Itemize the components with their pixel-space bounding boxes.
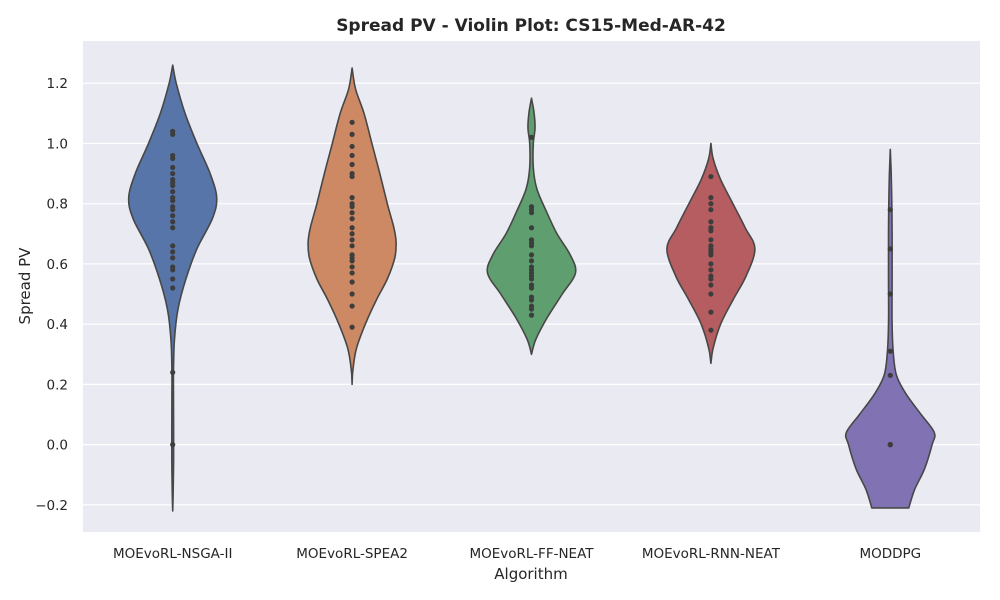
data-point — [170, 219, 176, 225]
data-point — [349, 264, 355, 270]
violin-3 — [486, 97, 577, 356]
data-point — [349, 279, 355, 285]
data-point — [528, 285, 535, 291]
data-point — [708, 207, 714, 213]
data-point — [170, 249, 176, 255]
data-point — [349, 291, 355, 297]
data-point — [170, 285, 176, 291]
data-point — [887, 246, 893, 252]
data-point — [349, 152, 355, 159]
data-point — [349, 303, 355, 309]
data-point — [170, 243, 176, 249]
y-axis-label: Spread PV — [16, 247, 34, 325]
y-tick-label: 0.6 — [47, 257, 68, 273]
violin-2 — [307, 67, 397, 386]
y-tick-label: −0.2 — [35, 498, 68, 514]
data-point — [170, 213, 176, 219]
y-tick-label: 1.0 — [47, 136, 68, 152]
data-point — [349, 173, 355, 180]
data-point — [349, 143, 355, 150]
data-point — [708, 282, 714, 288]
data-point — [528, 276, 535, 282]
data-point — [349, 131, 355, 137]
x-tick-label: MOEvoRL-RNN-NEAT — [642, 546, 781, 562]
data-point — [887, 207, 893, 213]
data-point — [528, 297, 535, 303]
data-point — [708, 261, 714, 267]
data-point — [349, 204, 355, 210]
violin-4 — [666, 142, 756, 365]
y-tick-label: 0.2 — [47, 377, 68, 393]
x-tick-label: MOEvoRL-SPEA2 — [296, 546, 408, 562]
y-tick-label: 1.2 — [47, 76, 68, 92]
data-point — [708, 252, 714, 258]
data-point — [170, 267, 176, 273]
y-tick-labels: −0.2 0.0 0.2 0.4 0.6 0.8 1.0 1.2 — [35, 76, 68, 514]
data-point — [528, 134, 535, 140]
data-point — [887, 372, 893, 378]
data-point — [349, 210, 355, 216]
data-point — [708, 276, 714, 282]
data-point — [708, 228, 714, 234]
data-point — [170, 276, 176, 282]
data-point — [349, 270, 355, 276]
data-point — [528, 258, 535, 264]
data-point — [170, 198, 176, 204]
data-point — [170, 182, 176, 189]
data-point — [170, 442, 176, 448]
y-tick-label: 0.4 — [47, 317, 68, 333]
data-point — [708, 327, 714, 333]
x-tick-label: MODDPG — [859, 546, 921, 562]
data-point — [170, 155, 176, 162]
data-point — [528, 210, 535, 216]
data-point — [528, 312, 535, 318]
data-point — [349, 119, 355, 125]
data-point — [528, 306, 535, 312]
y-tick-label: 0.0 — [47, 438, 68, 454]
data-point — [170, 131, 176, 137]
data-point — [170, 207, 176, 213]
data-point — [349, 216, 355, 222]
data-point — [708, 201, 714, 207]
data-point — [528, 243, 535, 249]
data-point — [887, 442, 893, 448]
x-axis-label: Algorithm — [494, 565, 567, 583]
data-point — [708, 291, 714, 297]
data-point — [708, 267, 714, 273]
violin-5 — [844, 148, 936, 509]
x-tick-labels: MOEvoRL-NSGA-II MOEvoRL-SPEA2 MOEvoRL-FF-N… — [113, 546, 921, 562]
data-point — [170, 189, 176, 195]
data-point — [349, 243, 355, 249]
data-point — [349, 237, 355, 243]
violins — [127, 64, 936, 512]
x-tick-label: MOEvoRL-NSGA-II — [113, 546, 233, 562]
violin-1 — [127, 64, 218, 512]
data-point — [349, 258, 355, 264]
x-tick-label: MOEvoRL-FF-NEAT — [469, 546, 594, 562]
violin-body — [844, 148, 936, 509]
data-point — [708, 309, 714, 315]
data-point — [887, 348, 893, 354]
data-point — [708, 237, 714, 243]
data-point — [349, 225, 355, 231]
data-point — [349, 161, 355, 168]
data-point — [170, 369, 176, 375]
data-point — [708, 195, 714, 201]
data-point — [887, 291, 893, 297]
data-point — [708, 173, 714, 180]
data-point — [528, 225, 535, 231]
data-point — [708, 219, 714, 225]
data-point — [528, 252, 535, 258]
data-point — [170, 170, 176, 177]
data-point — [349, 195, 355, 201]
data-point — [349, 324, 355, 330]
y-tick-label: 0.8 — [47, 197, 68, 213]
data-point — [170, 255, 176, 261]
data-point — [170, 164, 176, 171]
data-point — [170, 225, 176, 231]
data-point — [349, 231, 355, 237]
chart-title: Spread PV - Violin Plot: CS15-Med-AR-42 — [336, 16, 726, 36]
